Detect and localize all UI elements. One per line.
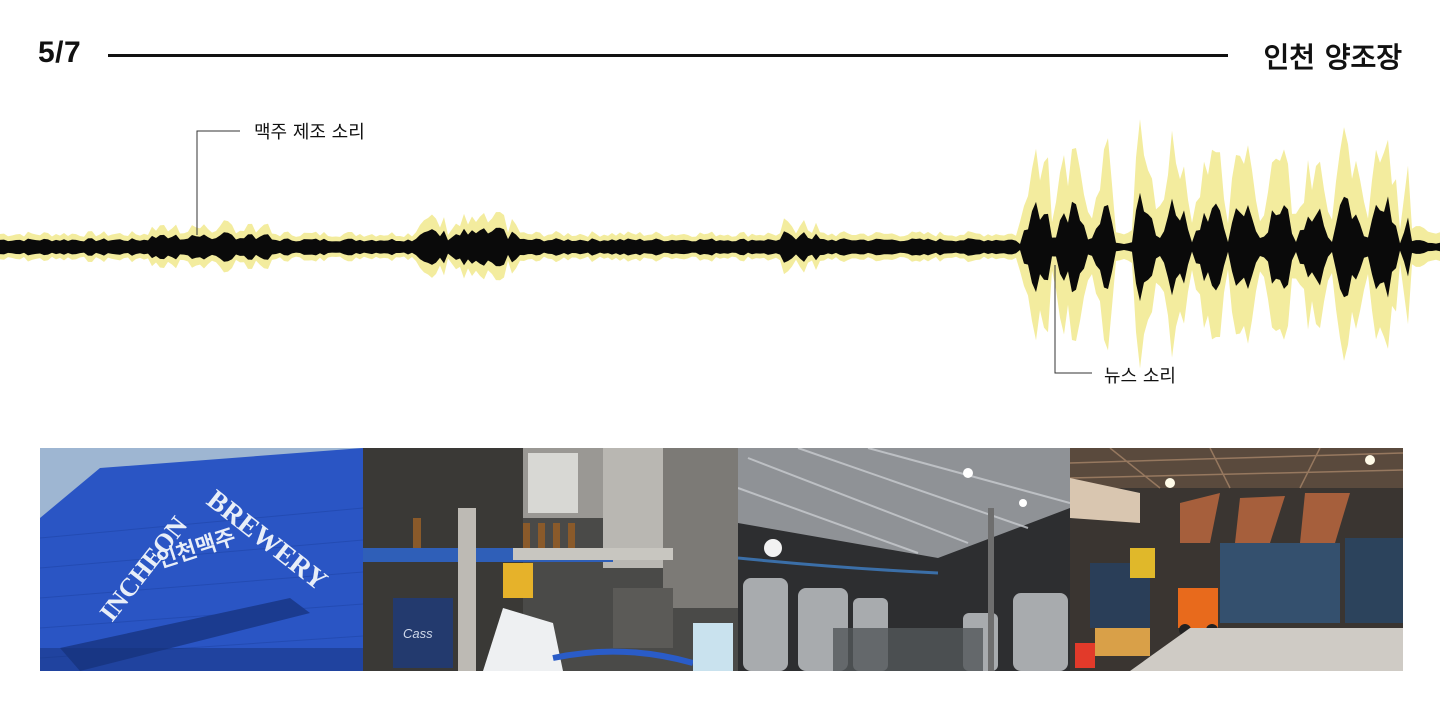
crate-label: Cass — [403, 626, 433, 641]
waveform-signal — [0, 192, 1440, 302]
header-rule — [108, 54, 1228, 57]
photo-brewery-sign: INCHEON BREWERY 인천맥주 — [40, 448, 363, 671]
news-sound-leader-line — [1054, 265, 1092, 374]
audio-waveform — [0, 119, 1440, 374]
page-title: 인천 양조장 — [1263, 41, 1402, 74]
photo-bottling-line: Cass — [363, 448, 738, 671]
page-counter: 5/7 — [38, 36, 82, 69]
brewing-sound-label: 맥주 제조 소리 — [254, 122, 365, 143]
brewing-sound-leader-line — [196, 130, 240, 235]
photo-warehouse — [1070, 448, 1403, 671]
news-sound-label: 뉴스 소리 — [1104, 366, 1176, 387]
photo-tank-hall — [738, 448, 1070, 671]
photo-strip: INCHEON BREWERY 인천맥주 — [40, 448, 1403, 671]
